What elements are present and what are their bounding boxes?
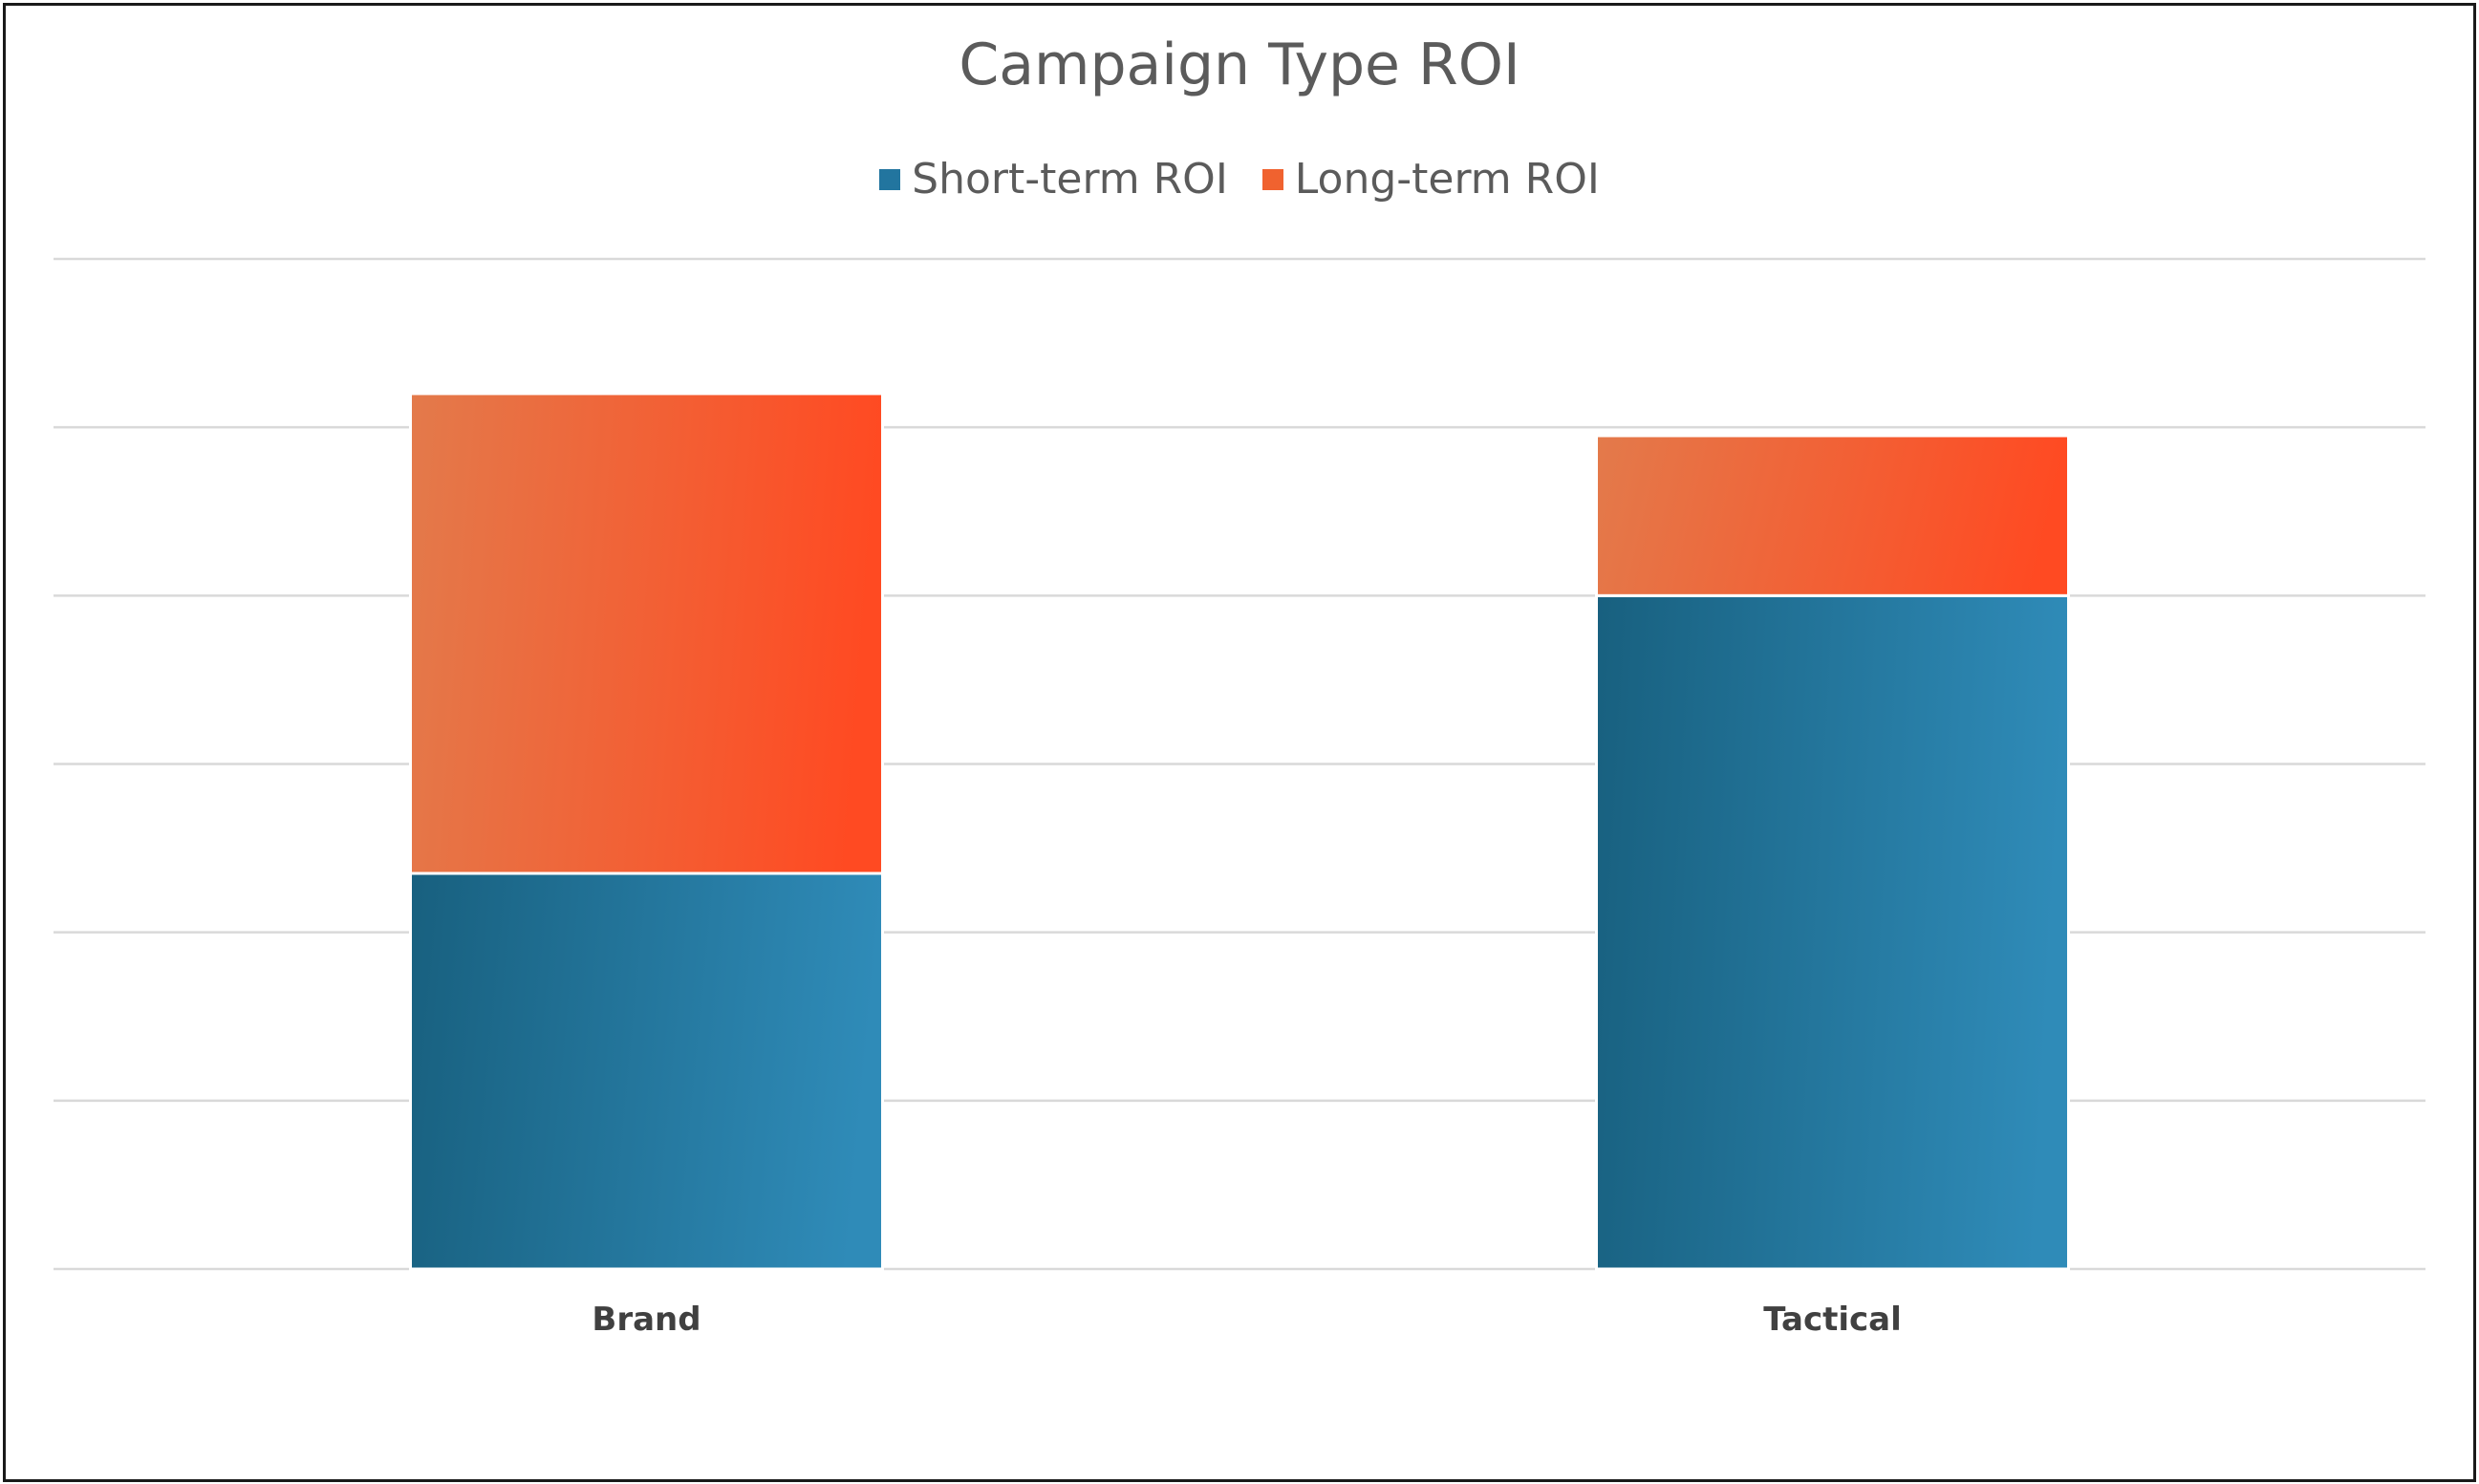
category-label-tactical: Tactical	[1763, 1301, 1902, 1339]
bar-short-term-brand	[409, 871, 884, 1271]
legend-label-short-term: Short-term ROI	[912, 155, 1228, 204]
bar-long-term-tactical	[1595, 434, 2070, 597]
legend-swatch-long-term	[1261, 168, 1283, 190]
chart-legend: Short-term ROI Long-term ROI	[0, 155, 2479, 204]
legend-item-short-term: Short-term ROI	[879, 155, 1228, 204]
legend-item-long-term: Long-term ROI	[1261, 155, 1600, 204]
category-label-brand: Brand	[592, 1301, 701, 1339]
legend-label-long-term: Long-term ROI	[1294, 155, 1600, 204]
chart-title: Campaign Type ROI	[959, 32, 1520, 98]
bar-short-term-tactical	[1595, 593, 2070, 1271]
bar-long-term-brand	[409, 392, 884, 875]
legend-swatch-short-term	[879, 168, 901, 190]
